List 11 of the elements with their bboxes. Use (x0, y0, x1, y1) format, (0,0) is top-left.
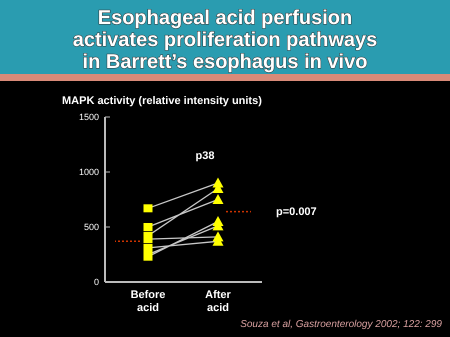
y-tick-label: 500 (84, 222, 99, 232)
x-tick-label: After acid (205, 289, 232, 314)
y-tick-label: 1000 (78, 167, 99, 178)
y-tick-label: 1500 (78, 112, 99, 122)
x-tick-label: Before acid (130, 289, 166, 314)
chart-title: Esophageal acid perfusion activates proliferation pathways in Barrett’s esophagus in vivo (72, 7, 378, 73)
annotation: p38 (196, 150, 214, 162)
y-axis-title: MAPK activity (relative intensity units) (62, 95, 262, 107)
text: Souza et al, Gastroenterology 2002; 122: 299 (240, 319, 442, 330)
text: p=0.007 (276, 206, 317, 218)
y-tick-label: 0 (94, 277, 99, 288)
